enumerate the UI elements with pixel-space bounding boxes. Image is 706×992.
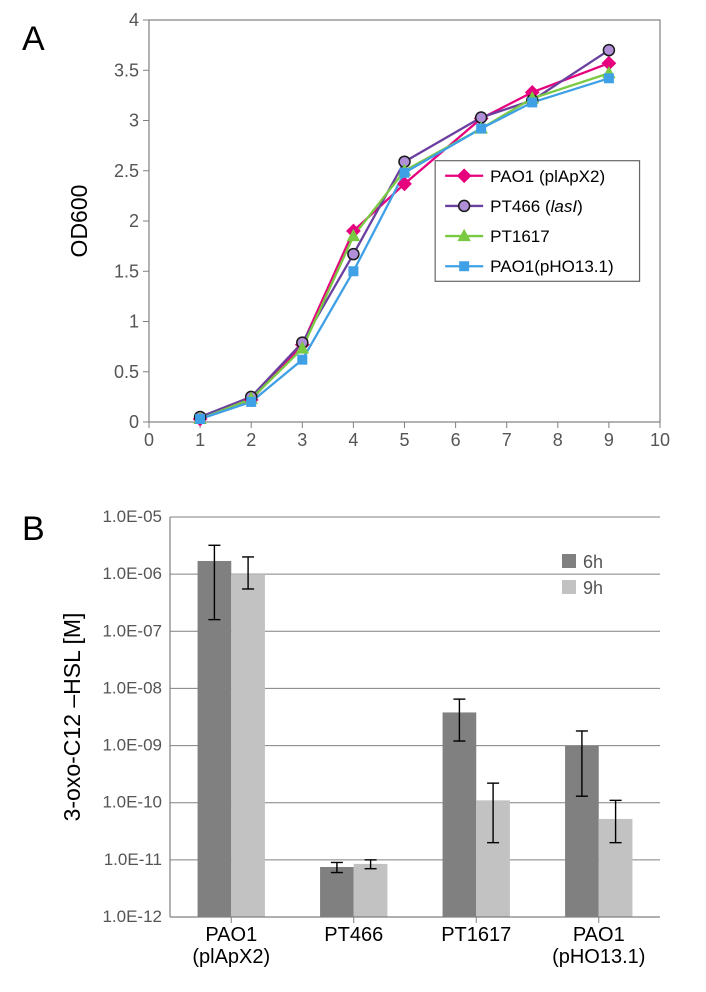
svg-text:6h: 6h xyxy=(583,552,603,572)
svg-text:1.0E-12: 1.0E-12 xyxy=(102,907,162,926)
growth-curve-chart: 01234567891000.511.522.533.54OD600PAO1 (… xyxy=(115,10,670,452)
svg-text:(plApX2): (plApX2) xyxy=(192,946,270,968)
svg-text:7: 7 xyxy=(502,430,512,450)
svg-text:2.5: 2.5 xyxy=(114,161,139,181)
svg-text:(pHO13.1): (pHO13.1) xyxy=(552,946,645,968)
svg-text:1.0E-07: 1.0E-07 xyxy=(102,621,162,640)
svg-text:1: 1 xyxy=(129,312,139,332)
svg-text:3: 3 xyxy=(297,430,307,450)
svg-text:1.0E-09: 1.0E-09 xyxy=(102,736,162,755)
svg-text:PAO1 (plApX2): PAO1 (plApX2) xyxy=(490,167,605,186)
svg-text:2: 2 xyxy=(129,211,139,231)
svg-text:9h: 9h xyxy=(583,578,603,598)
svg-text:1.0E-11: 1.0E-11 xyxy=(104,850,162,869)
panel-label-b: B xyxy=(22,510,45,549)
svg-text:PT1617: PT1617 xyxy=(490,227,550,246)
svg-text:1.5: 1.5 xyxy=(114,261,139,281)
svg-text:PAO1: PAO1 xyxy=(573,924,625,946)
panel-label-a: A xyxy=(22,20,45,59)
svg-text:1.0E-06: 1.0E-06 xyxy=(102,564,162,583)
svg-text:PAO1(pHO13.1): PAO1(pHO13.1) xyxy=(490,257,613,276)
svg-text:PT466 (lasI): PT466 (lasI) xyxy=(490,197,583,216)
svg-text:0.5: 0.5 xyxy=(114,362,139,382)
svg-text:3-oxo-C12 –HSL [M]: 3-oxo-C12 –HSL [M] xyxy=(59,613,85,822)
svg-text:9: 9 xyxy=(604,430,614,450)
y-axis-label: OD600 xyxy=(66,185,92,258)
svg-text:1.0E-08: 1.0E-08 xyxy=(102,678,162,697)
svg-text:6: 6 xyxy=(451,430,461,450)
svg-text:4: 4 xyxy=(129,10,139,30)
svg-text:8: 8 xyxy=(553,430,563,450)
svg-text:PT1617: PT1617 xyxy=(441,924,511,946)
svg-text:5: 5 xyxy=(399,430,409,450)
svg-text:0: 0 xyxy=(144,430,154,450)
svg-text:PT466: PT466 xyxy=(324,924,383,946)
svg-text:1.0E-05: 1.0E-05 xyxy=(102,507,162,526)
svg-text:3: 3 xyxy=(129,111,139,131)
svg-text:4: 4 xyxy=(348,430,358,450)
svg-text:PAO1: PAO1 xyxy=(205,924,257,946)
svg-text:1.0E-10: 1.0E-10 xyxy=(102,793,162,812)
svg-text:2: 2 xyxy=(246,430,256,450)
svg-text:0: 0 xyxy=(129,412,139,432)
hsl-concentration-bar-chart: 1.0E-121.0E-111.0E-101.0E-091.0E-081.0E-… xyxy=(115,507,670,977)
svg-text:1: 1 xyxy=(195,430,205,450)
svg-text:3.5: 3.5 xyxy=(114,60,139,80)
svg-text:10: 10 xyxy=(650,430,670,450)
